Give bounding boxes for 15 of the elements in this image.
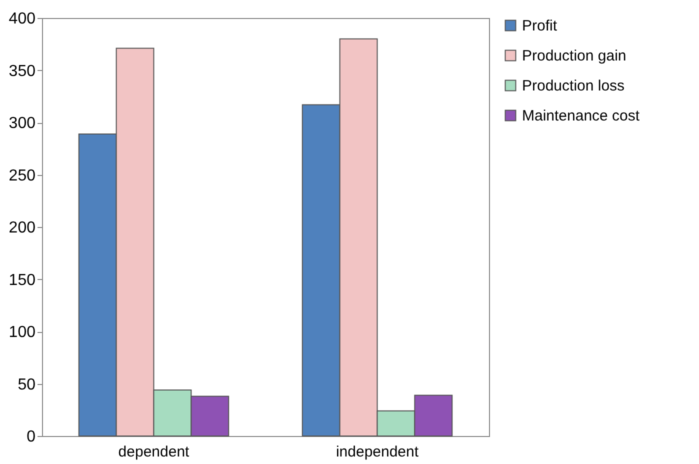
legend-label: Production gain: [522, 48, 626, 64]
y-tick-label: 0: [26, 428, 36, 446]
y-tick-label: 200: [8, 220, 36, 236]
y-tick-label: 150: [8, 272, 36, 289]
x-tick-label: independent: [336, 444, 420, 460]
y-tick-label: 250: [8, 167, 36, 184]
y-tick-label: 350: [8, 62, 36, 80]
legend-label: Profit: [522, 18, 558, 34]
y-tick-label: 400: [8, 10, 36, 28]
legend-label: Maintenance cost: [522, 108, 640, 124]
legend-label: Production loss: [522, 78, 625, 94]
y-tick-label: 100: [8, 324, 36, 341]
y-tick-label: 300: [8, 115, 36, 132]
y-tick-label: 50: [18, 376, 36, 394]
x-tick-label: dependent: [118, 444, 190, 460]
